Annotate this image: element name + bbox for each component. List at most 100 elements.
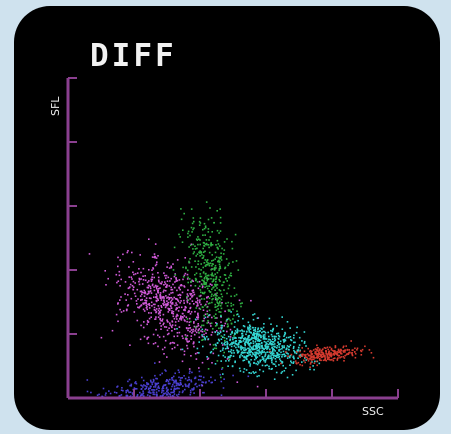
scatter-point xyxy=(278,364,280,366)
scatter-point xyxy=(187,329,189,332)
scatter-point xyxy=(202,255,205,257)
scatter-point xyxy=(276,356,278,358)
scatter-point xyxy=(215,267,217,269)
scatter-point xyxy=(218,332,221,335)
scatter-point xyxy=(178,391,181,393)
scatter-point xyxy=(205,303,207,306)
scatter-point xyxy=(249,331,252,334)
scatter-point xyxy=(233,337,236,339)
scatter-point xyxy=(303,350,306,353)
scatter-point xyxy=(330,353,332,355)
scatter-point xyxy=(278,350,280,352)
scatter-point xyxy=(287,355,289,357)
scatter-point xyxy=(238,339,240,342)
scatter-point xyxy=(178,306,180,309)
scatter-point xyxy=(254,327,257,329)
scatter-point xyxy=(206,322,208,324)
scatter-point xyxy=(216,299,218,301)
scatter-point xyxy=(240,353,242,356)
scatter-point xyxy=(327,348,329,351)
scatter-point xyxy=(330,347,333,350)
scatter-point xyxy=(223,337,226,339)
scatter-point xyxy=(144,385,147,387)
scatter-point xyxy=(212,280,215,282)
scatter-point xyxy=(149,379,152,382)
scatter-point xyxy=(247,347,249,350)
scatter-point xyxy=(312,358,314,361)
scatter-point xyxy=(225,319,228,322)
scatter-point xyxy=(157,345,159,348)
scatter-point xyxy=(173,286,176,289)
scatter-point xyxy=(170,305,172,308)
scatter-point xyxy=(210,242,212,244)
scatter-point xyxy=(164,303,167,305)
scatter-point xyxy=(117,265,119,268)
scatter-point xyxy=(262,335,264,338)
scatter-point xyxy=(198,307,201,310)
scatter-point xyxy=(193,303,195,305)
scatter-point xyxy=(115,273,118,276)
scatter-point xyxy=(214,313,217,315)
scatter-point xyxy=(207,357,210,360)
scatter-point xyxy=(157,316,160,318)
scatter-point xyxy=(283,370,286,372)
scatter-point xyxy=(305,359,307,361)
scatter-point xyxy=(206,278,209,280)
scatter-point xyxy=(208,380,210,382)
scatter-point xyxy=(248,329,250,332)
scatter-point xyxy=(281,361,284,363)
scatter-point xyxy=(209,302,211,304)
scatter-point xyxy=(231,247,234,250)
scatter-point xyxy=(145,297,148,299)
scatter-point xyxy=(326,354,329,357)
scatter-point xyxy=(248,326,251,329)
scatter-point xyxy=(142,308,145,311)
scatter-point xyxy=(278,338,280,340)
scatter-point xyxy=(169,280,171,282)
scatter-point xyxy=(203,276,206,279)
scatter-point xyxy=(157,291,159,293)
scatter-point xyxy=(200,275,203,278)
scatter-point xyxy=(270,340,272,343)
scatter-point xyxy=(146,286,149,289)
scatter-point xyxy=(177,299,179,301)
scatter-point xyxy=(207,368,210,370)
scatter-point xyxy=(232,341,235,343)
scatter-point xyxy=(204,226,207,229)
scatter-point xyxy=(242,347,244,349)
scatter-point xyxy=(120,389,123,391)
scatter-point xyxy=(161,348,164,351)
scatter-point xyxy=(186,273,189,276)
scatter-point xyxy=(148,238,150,240)
scatter-point xyxy=(181,348,184,351)
scatter-point xyxy=(122,310,125,312)
scatter-point xyxy=(268,335,270,338)
scatter-point xyxy=(165,387,168,390)
scatter-point xyxy=(254,348,256,351)
scatter-point xyxy=(197,287,200,290)
scatter-point xyxy=(146,383,148,386)
scatter-point xyxy=(199,275,202,278)
scatter-point xyxy=(329,354,332,357)
scatter-point xyxy=(164,274,166,277)
scatter-point xyxy=(256,349,259,352)
scatter-point xyxy=(195,331,198,334)
scatter-point xyxy=(179,293,181,296)
scatter-point xyxy=(263,351,266,353)
scatter-point xyxy=(155,308,158,310)
scatter-point xyxy=(272,349,274,352)
scatter-point xyxy=(149,285,152,288)
scatter-point xyxy=(192,342,195,345)
scatter-point xyxy=(340,356,343,358)
scatter-point xyxy=(158,280,160,283)
scatter-point xyxy=(136,288,139,291)
scatter-point xyxy=(204,328,207,331)
scatter-point xyxy=(163,301,166,304)
scatter-point xyxy=(193,227,195,229)
scatter-point xyxy=(98,393,100,396)
scatter-point xyxy=(243,356,246,358)
scatter-point xyxy=(163,384,165,386)
scatter-point xyxy=(237,330,239,332)
scatter-point xyxy=(200,326,202,328)
scatter-point xyxy=(109,392,112,395)
